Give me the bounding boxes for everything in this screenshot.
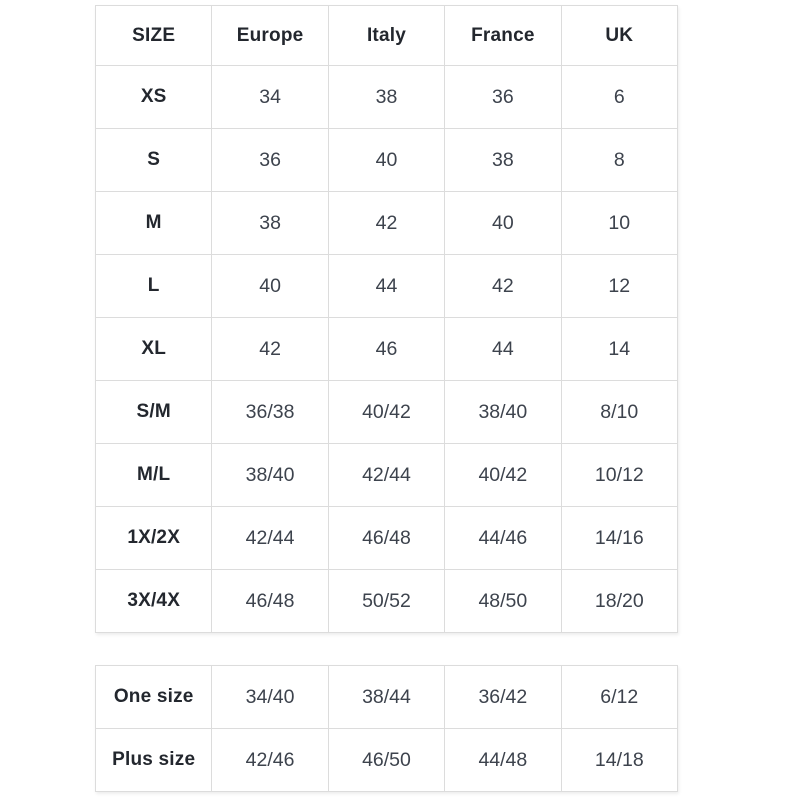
header-cell: Italy [327,5,446,66]
value-cell: 36 [211,128,329,192]
value-cell: 6 [560,65,679,129]
value-cell: 42/44 [327,443,446,507]
table-row: S/M 36/38 40/42 38/40 8/10 [94,380,679,444]
tables-wrapper: SIZE Europe Italy France UK XS 34 38 36 6 S 36 40 38… [94,5,679,792]
value-cell: 46 [327,317,446,381]
value-cell: 46/50 [327,728,446,792]
table-row: M/L 38/40 42/44 40/42 10/12 [94,443,679,507]
value-cell: 48/50 [444,569,562,633]
row-label-cell: L [94,254,213,318]
value-cell: 46/48 [327,506,446,570]
value-cell: 18/20 [560,569,679,633]
table-row: One size 34/40 38/44 36/42 6/12 [94,665,679,729]
row-label-cell: XL [94,317,213,381]
row-label-cell: 3X/4X [94,569,213,633]
value-cell: 14 [560,317,679,381]
value-cell: 14/18 [560,728,679,792]
special-sizes-body: One size 34/40 38/44 36/42 6/12 Plus size 42/4… [94,665,679,792]
value-cell: 42 [327,191,446,255]
table-row: L 40 44 42 12 [94,254,679,318]
table-gap [95,633,678,665]
row-label-cell: Plus size [94,728,213,792]
row-label-cell: 1X/2X [94,506,213,570]
value-cell: 34 [211,65,329,129]
value-cell: 44/46 [444,506,562,570]
row-label-cell: M [94,191,213,255]
size-table-head: SIZE Europe Italy France UK [94,5,679,66]
row-label-cell: One size [94,665,213,729]
value-cell: 38 [211,191,329,255]
value-cell: 36/42 [444,665,562,729]
value-cell: 38/40 [211,443,329,507]
value-cell: 8 [560,128,679,192]
table-row: XL 42 46 44 14 [94,317,679,381]
value-cell: 34/40 [211,665,329,729]
value-cell: 38 [444,128,562,192]
value-cell: 40 [327,128,446,192]
row-label-cell: M/L [94,443,213,507]
value-cell: 50/52 [327,569,446,633]
value-cell: 42 [211,317,329,381]
value-cell: 40 [444,191,562,255]
special-sizes-table: One size 34/40 38/44 36/42 6/12 Plus size 42/4… [94,665,679,792]
value-cell: 14/16 [560,506,679,570]
table-row: Plus size 42/46 46/50 44/48 14/18 [94,728,679,792]
table-row: S 36 40 38 8 [94,128,679,192]
value-cell: 38/44 [327,665,446,729]
value-cell: 42 [444,254,562,318]
value-cell: 46/48 [211,569,329,633]
header-cell: UK [560,5,679,66]
value-cell: 44 [444,317,562,381]
value-cell: 6/12 [560,665,679,729]
value-cell: 40/42 [327,380,446,444]
value-cell: 8/10 [560,380,679,444]
row-label-cell: S/M [94,380,213,444]
table-row: 1X/2X 42/44 46/48 44/46 14/16 [94,506,679,570]
header-cell: France [444,5,562,66]
value-cell: 44/48 [444,728,562,792]
value-cell: 36/38 [211,380,329,444]
value-cell: 12 [560,254,679,318]
value-cell: 40/42 [444,443,562,507]
value-cell: 40 [211,254,329,318]
value-cell: 10/12 [560,443,679,507]
value-cell: 36 [444,65,562,129]
value-cell: 42/44 [211,506,329,570]
header-cell: Europe [211,5,329,66]
size-conversion-table: SIZE Europe Italy France UK XS 34 38 36 6 S 36 40 38… [94,5,679,633]
row-label-cell: S [94,128,213,192]
table-row: XS 34 38 36 6 [94,65,679,129]
table-row: 3X/4X 46/48 50/52 48/50 18/20 [94,569,679,633]
value-cell: 44 [327,254,446,318]
header-cell: SIZE [94,5,213,66]
row-label-cell: XS [94,65,213,129]
value-cell: 38 [327,65,446,129]
size-table-body: XS 34 38 36 6 S 36 40 38 8 M 38 42 40 10 L 40 44 42 12 XL 42 4… [94,65,679,633]
value-cell: 42/46 [211,728,329,792]
table-row: M 38 42 40 10 [94,191,679,255]
header-row: SIZE Europe Italy France UK [94,5,679,66]
value-cell: 10 [560,191,679,255]
value-cell: 38/40 [444,380,562,444]
